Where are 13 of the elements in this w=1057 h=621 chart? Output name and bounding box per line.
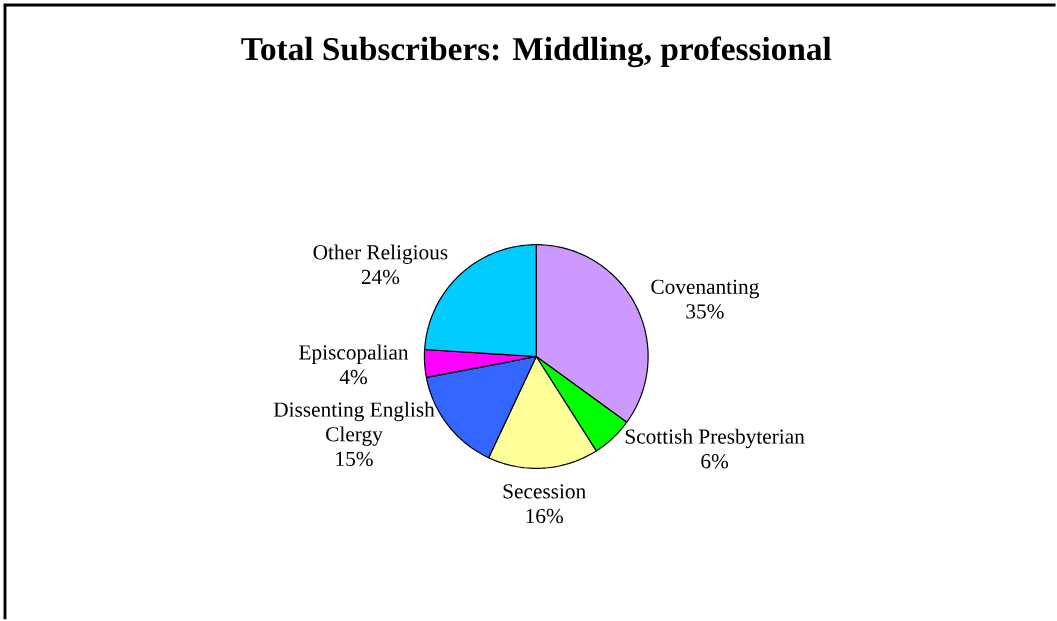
slice-label: Dissenting English Clergy <box>273 401 435 446</box>
slice-label: Episcopalian <box>299 344 409 365</box>
data-label: 16% <box>526 509 563 524</box>
data-label: 24% <box>361 269 400 285</box>
slice-label: Scottish Presbyterian <box>625 428 805 449</box>
chart-title: Total Subscribers: Middling, professional <box>241 36 832 68</box>
data-label: 6% <box>701 454 729 469</box>
slice-label: Other Religious <box>313 244 448 265</box>
slice-label: Covenanting <box>651 279 759 299</box>
slice-label: Secession <box>503 484 586 499</box>
data-label: 35% <box>686 304 724 319</box>
data-label: 15% <box>336 451 373 467</box>
data-label: 4% <box>339 370 367 385</box>
